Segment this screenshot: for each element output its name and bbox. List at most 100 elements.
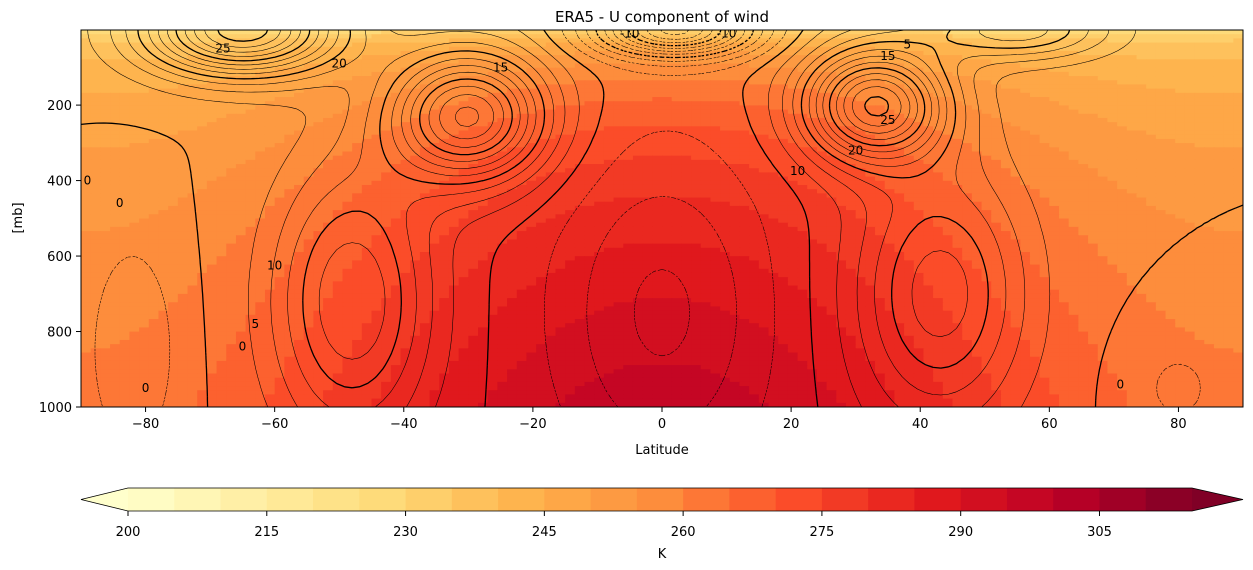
field-cell [119, 155, 131, 161]
field-cell [381, 189, 392, 194]
field-cell [110, 176, 121, 182]
field-cell [836, 176, 847, 182]
field-cell [739, 168, 750, 174]
field-cell [168, 193, 179, 199]
field-cell [284, 197, 295, 203]
field-cell [448, 184, 460, 190]
field-cell [555, 76, 566, 81]
field-cell [390, 176, 402, 182]
field-cell [1039, 159, 1050, 165]
field-cell [923, 63, 934, 69]
field-cell [536, 151, 547, 157]
field-cell [720, 88, 731, 94]
temperature-field [81, 30, 1243, 407]
field-cell [691, 59, 702, 65]
field-cell [913, 180, 925, 186]
field-cell [139, 42, 150, 48]
field-cell [119, 42, 131, 48]
field-cell [933, 172, 944, 178]
field-cell [942, 67, 954, 73]
field-cell [197, 42, 208, 48]
field-cell [845, 122, 857, 127]
field-cell [691, 84, 702, 90]
field-cell [778, 159, 789, 165]
field-cell [439, 130, 450, 136]
field-cell [313, 67, 324, 73]
field-cell [1184, 42, 1196, 48]
field-cell [1117, 172, 1128, 178]
field-cell [468, 147, 479, 153]
field-cell [1233, 130, 1243, 136]
field-cell [1088, 151, 1099, 157]
field-cell [971, 67, 983, 73]
field-cell [81, 109, 92, 115]
field-cell [303, 101, 314, 106]
field-cell [110, 180, 121, 186]
field-cell [439, 101, 450, 106]
field-cell [749, 34, 760, 39]
field-cell [381, 38, 392, 44]
field-cell [1059, 109, 1070, 115]
field-cell [400, 92, 411, 98]
field-cell [720, 30, 731, 35]
field-cell [264, 126, 276, 132]
field-cell [1029, 42, 1041, 48]
field-cell [390, 38, 402, 44]
field-cell [536, 105, 547, 111]
field-cell [710, 180, 721, 186]
field-cell [226, 117, 237, 123]
field-cell [778, 172, 789, 178]
field-cell [226, 151, 237, 157]
field-cell [507, 122, 518, 127]
field-cell [797, 46, 808, 52]
field-cell [865, 168, 876, 174]
field-cell [284, 76, 295, 81]
field-cell [197, 88, 208, 94]
field-cell [487, 172, 498, 178]
field-cell [1000, 76, 1012, 81]
field-cell [1088, 134, 1099, 140]
field-cell [226, 92, 237, 98]
field-cell [81, 97, 92, 102]
field-cell [826, 126, 837, 132]
field-cell [1194, 97, 1205, 102]
field-cell [1233, 126, 1243, 132]
field-cell [623, 63, 634, 69]
field-cell [332, 189, 344, 194]
field-cell [807, 50, 818, 56]
field-cell [758, 176, 770, 182]
field-cell [787, 176, 799, 182]
field-cell [129, 130, 140, 136]
field-cell [313, 84, 324, 90]
field-cell [100, 101, 111, 106]
field-cell [371, 80, 382, 86]
field-cell [632, 50, 644, 56]
field-cell [526, 63, 537, 69]
field-cell [942, 155, 954, 161]
field-cell [1126, 172, 1138, 178]
field-cell [594, 42, 605, 48]
field-cell [1068, 138, 1079, 144]
field-cell [119, 164, 131, 169]
field-cell [555, 84, 566, 90]
field-cell [1233, 34, 1243, 39]
field-cell [797, 63, 808, 69]
field-cell [216, 38, 227, 44]
field-cell [352, 172, 363, 178]
field-cell [468, 180, 479, 186]
field-cell [313, 88, 324, 94]
field-cell [235, 134, 247, 140]
field-cell [555, 143, 566, 148]
field-cell [1039, 168, 1050, 174]
field-cell [787, 109, 799, 115]
field-cell [274, 34, 285, 39]
field-cell [1107, 76, 1118, 81]
field-cell [90, 117, 101, 123]
field-cell [507, 164, 518, 169]
field-cell [400, 30, 411, 35]
field-cell [1088, 113, 1099, 119]
field-cell [458, 138, 469, 144]
field-cell [497, 55, 508, 60]
field-cell [303, 46, 314, 52]
field-cell [100, 172, 111, 178]
